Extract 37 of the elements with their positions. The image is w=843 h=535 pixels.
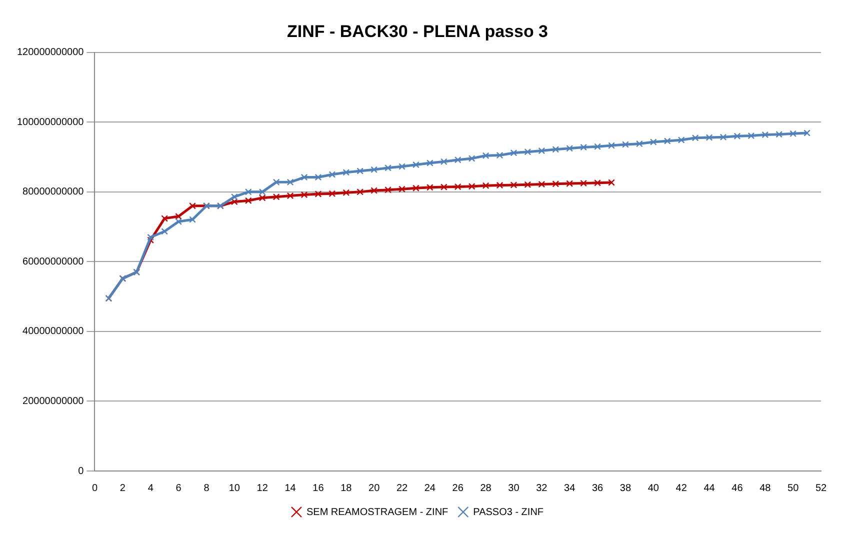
legend-label: PASSO3 - ZINF: [473, 506, 544, 518]
x-tick-label: 38: [620, 482, 632, 494]
x-tick-label: 16: [312, 482, 324, 494]
x-tick-label: 22: [396, 482, 408, 494]
x-tick-label: 8: [204, 482, 210, 494]
y-tick-label: 40000000000: [22, 326, 84, 338]
x-tick-label: 18: [340, 482, 352, 494]
x-tick-label: 30: [508, 482, 520, 494]
x-tick-label: 10: [228, 482, 240, 494]
y-tick-label: 120000000000: [16, 47, 84, 58]
x-tick-label: 36: [592, 482, 604, 494]
y-tick-label: 20000000000: [22, 396, 84, 407]
x-tick-label: 4: [148, 482, 154, 494]
x-tick-label: 6: [176, 482, 182, 494]
y-tick-label: 100000000000: [16, 116, 84, 128]
x-tick-label: 14: [284, 482, 296, 494]
x-tick-label: 52: [815, 482, 827, 494]
chart-title: ZINF - BACK30 - PLENA passo 3: [286, 22, 548, 41]
x-tick-label: 28: [480, 482, 492, 494]
x-tick-label: 42: [676, 482, 688, 494]
x-tick-label: 26: [452, 482, 464, 494]
x-tick-label: 12: [256, 482, 268, 494]
x-tick-label: 0: [92, 482, 98, 494]
y-tick-label: 60000000000: [22, 256, 84, 268]
y-tick-label: 80000000000: [22, 186, 84, 198]
legend-label: SEM REAMOSTRAGEM - ZINF: [306, 506, 448, 518]
x-tick-label: 48: [760, 482, 772, 494]
x-tick-label: 40: [648, 482, 660, 494]
x-tick-label: 50: [788, 482, 800, 494]
y-tick-label: 0: [78, 466, 84, 477]
x-tick-label: 20: [368, 482, 380, 494]
x-tick-label: 2: [120, 482, 126, 494]
x-tick-label: 34: [564, 482, 576, 494]
x-tick-label: 24: [424, 482, 436, 494]
x-tick-label: 32: [536, 482, 548, 494]
x-tick-label: 46: [732, 482, 744, 494]
x-tick-label: 44: [704, 482, 716, 494]
